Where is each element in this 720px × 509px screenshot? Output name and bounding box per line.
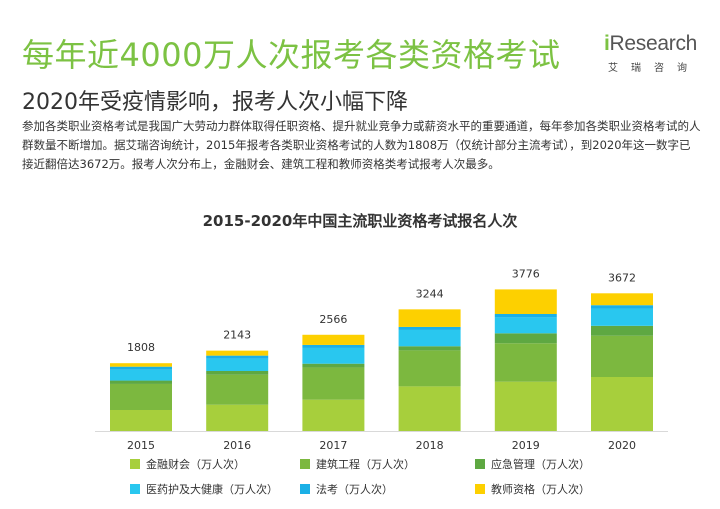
legend-label-5: 教师资格（万人次）: [491, 483, 590, 496]
page-subheadline: 2020年受疫情影响，报考人次小幅下降: [22, 90, 408, 115]
x-tick-2015: 2015: [127, 439, 155, 452]
bar-segment-2018-1: [398, 350, 461, 387]
intro-paragraph: 参加各类职业资格考试是我国广大劳动力群体取得任职资格、提升就业竞争力或薪资水平的…: [22, 119, 701, 171]
legend-item-5: 教师资格（万人次）: [475, 481, 665, 497]
bar-segment-2015-2: [110, 380, 172, 384]
bar-segment-2019-0: [494, 381, 557, 431]
x-tick-2020: 2020: [608, 439, 636, 452]
total-label-2016: 2143: [223, 329, 251, 342]
x-tick-2017: 2017: [319, 439, 347, 452]
bar-segment-2018-5: [398, 309, 461, 327]
bar-segment-2019-3: [494, 317, 557, 334]
bar-segment-2020-2: [591, 325, 653, 336]
logo-word: Research: [609, 32, 698, 55]
logo-wordmark: iResearch: [604, 32, 697, 56]
bar-segment-2019-5: [494, 289, 557, 314]
logo-chinese-name: 艾瑞咨询: [608, 63, 700, 74]
legend-label-4: 法考（万人次）: [316, 483, 393, 496]
x-tick-2018: 2018: [416, 439, 444, 452]
bar-segment-2017-4: [302, 344, 365, 348]
bar-segment-2017-0: [302, 399, 365, 431]
bar-segment-2016-1: [206, 374, 269, 405]
bar-segment-2016-4: [206, 355, 269, 359]
bar-segment-2020-0: [591, 377, 653, 431]
bar-segment-2015-3: [110, 369, 172, 381]
bar-segment-2018-3: [398, 329, 461, 347]
legend-item-3: 医药护及大健康（万人次）: [130, 481, 300, 497]
iresearch-logo: iResearch 艾瑞咨询: [596, 26, 706, 76]
chart-legend: 金融财会（万人次） 建筑工程（万人次） 应急管理（万人次） 医药护及大健康（万人次） 法…: [130, 456, 690, 497]
total-label-2019: 3776: [512, 267, 540, 280]
bar-segment-2019-2: [494, 333, 557, 344]
bar-segment-2016-0: [206, 404, 269, 431]
bar-segment-2015-1: [110, 383, 172, 410]
logo-letter-i: i: [604, 32, 610, 55]
legend-swatch-4: [300, 484, 310, 494]
bar-segment-2016-2: [206, 371, 269, 375]
bar-segment-2015-0: [110, 410, 172, 431]
legend-item-1: 建筑工程（万人次）: [300, 456, 475, 472]
legend-swatch-2: [475, 459, 485, 469]
bar-segment-2019-1: [494, 343, 557, 382]
total-label-2015: 1808: [127, 341, 155, 354]
bar-segment-2015-4: [110, 366, 172, 370]
legend-label-3: 医药护及大健康（万人次）: [146, 483, 278, 496]
legend-label-1: 建筑工程（万人次）: [316, 458, 415, 471]
chart-title: 2015-2020年中国主流职业资格考试报名人次: [202, 212, 518, 230]
page-headline: 每年近4000万人次报考各类资格考试: [22, 36, 561, 74]
x-tick-2016: 2016: [223, 439, 251, 452]
bar-segment-2018-0: [398, 386, 461, 431]
total-label-2017: 2566: [319, 313, 347, 326]
total-label-2018: 3244: [416, 287, 444, 300]
bar-segment-2017-1: [302, 367, 365, 400]
legend-swatch-0: [130, 459, 140, 469]
legend-item-4: 法考（万人次）: [300, 481, 475, 497]
legend-swatch-5: [475, 484, 485, 494]
legend-item-2: 应急管理（万人次）: [475, 456, 665, 472]
bar-segment-2017-5: [302, 334, 365, 345]
legend-label-2: 应急管理（万人次）: [491, 458, 590, 471]
legend-swatch-1: [300, 459, 310, 469]
bar-segment-2017-2: [302, 363, 365, 368]
legend-item-0: 金融财会（万人次）: [130, 456, 300, 472]
x-tick-2019: 2019: [512, 439, 540, 452]
bar-segment-2017-3: [302, 347, 365, 364]
bar-segment-2020-3: [591, 308, 653, 326]
legend-label-0: 金融财会（万人次）: [146, 458, 245, 471]
bar-segment-2018-4: [398, 326, 461, 330]
bar-segment-2016-5: [206, 350, 269, 356]
bar-segment-2015-5: [110, 363, 172, 367]
bar-segment-2016-3: [206, 358, 269, 371]
bar-segment-2020-1: [591, 335, 653, 377]
bar-segment-2019-4: [494, 314, 557, 318]
total-label-2020: 3672: [608, 271, 636, 284]
bar-segment-2020-5: [591, 293, 653, 306]
bar-segment-2020-4: [591, 305, 653, 309]
bar-segment-2018-2: [398, 346, 461, 351]
legend-swatch-3: [130, 484, 140, 494]
